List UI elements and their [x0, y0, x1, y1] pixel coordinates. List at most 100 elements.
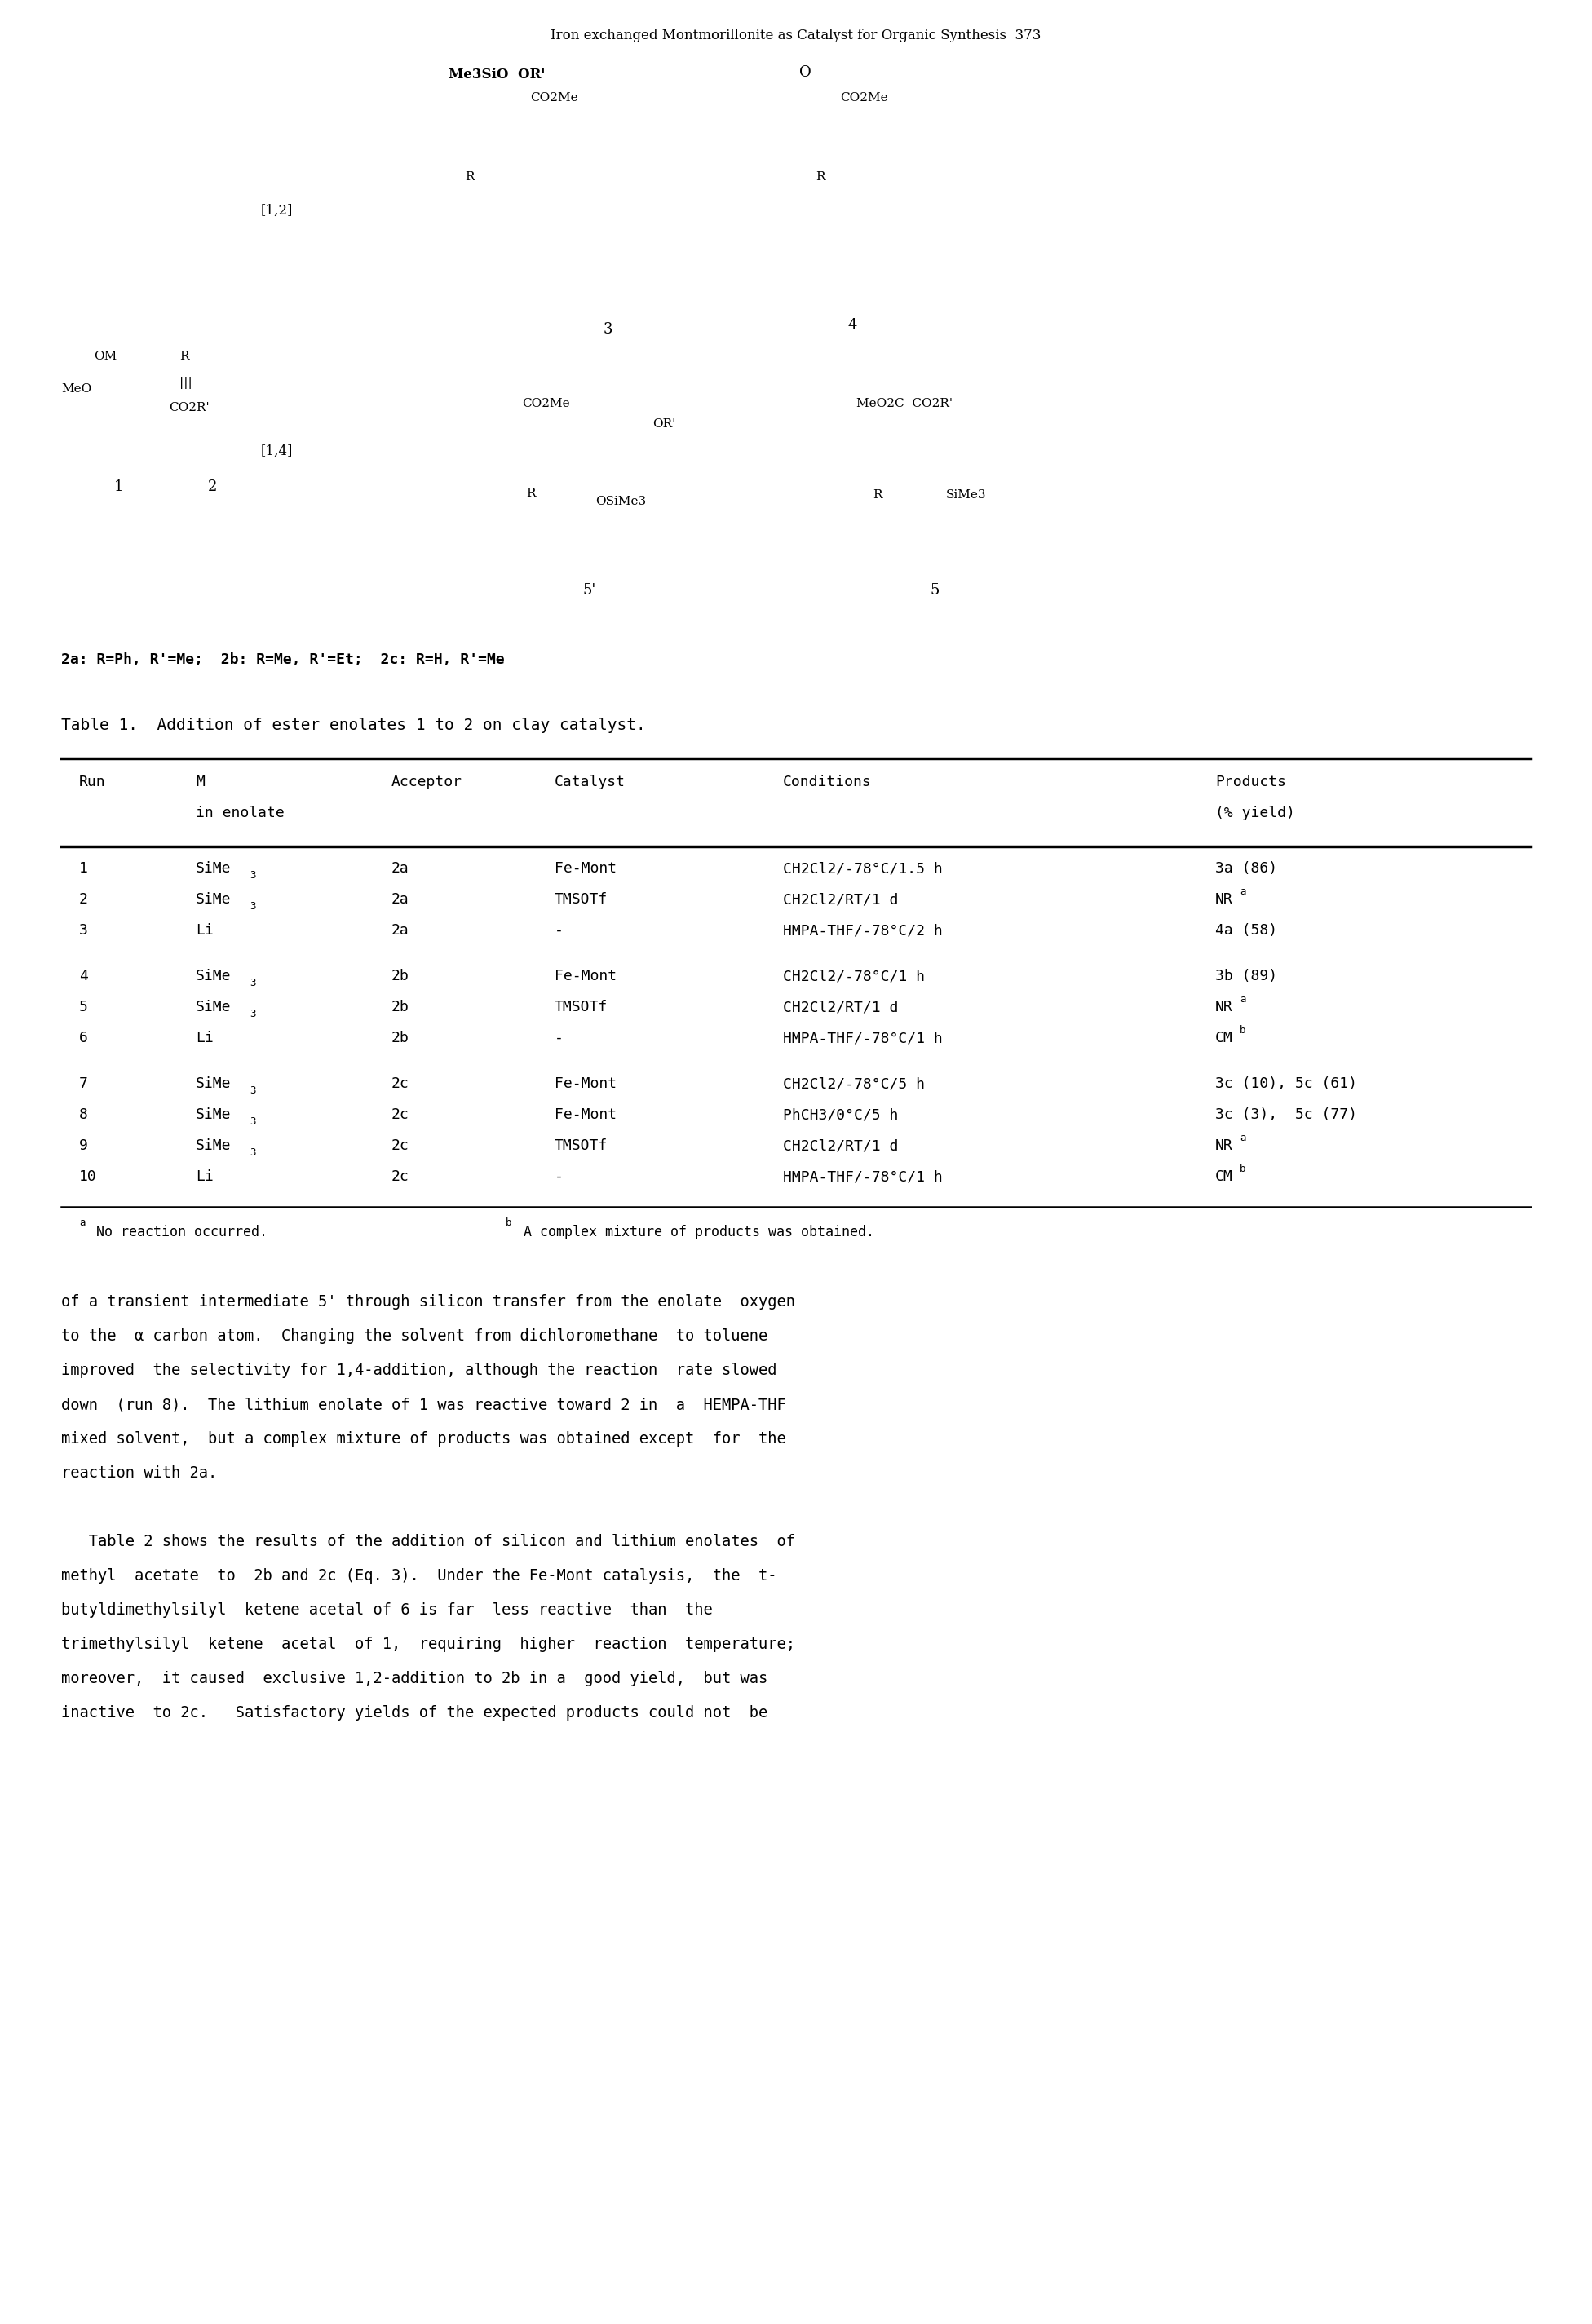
Text: Run: Run: [80, 774, 105, 790]
Text: a: a: [80, 1218, 86, 1227]
Text: 1: 1: [115, 479, 124, 495]
Text: O: O: [799, 65, 812, 79]
Text: a: a: [1240, 995, 1247, 1004]
Text: SiMe: SiMe: [196, 892, 231, 906]
Text: HMPA-THF/-78°C/1 h: HMPA-THF/-78°C/1 h: [783, 1169, 942, 1183]
Text: R: R: [180, 351, 189, 363]
Text: Products: Products: [1215, 774, 1286, 790]
Text: CM: CM: [1215, 1032, 1232, 1046]
Text: 6: 6: [80, 1032, 88, 1046]
Text: CO2Me: CO2Me: [522, 397, 570, 409]
Text: 3: 3: [250, 902, 256, 911]
Text: CO2Me: CO2Me: [530, 93, 578, 105]
Text: [1,4]: [1,4]: [261, 444, 293, 458]
Text: Fe-Mont: Fe-Mont: [554, 862, 616, 876]
Text: 2c: 2c: [392, 1169, 409, 1183]
Text: methyl  acetate  to  2b and 2c (Eq. 3).  Under the Fe-Mont catalysis,  the  t-: methyl acetate to 2b and 2c (Eq. 3). Und…: [60, 1569, 777, 1583]
Text: CH2Cl2/RT/1 d: CH2Cl2/RT/1 d: [783, 999, 898, 1013]
Text: Table 2 shows the results of the addition of silicon and lithium enolates  of: Table 2 shows the results of the additio…: [60, 1534, 794, 1550]
Text: b: b: [1240, 1164, 1247, 1174]
Text: 3: 3: [80, 923, 88, 939]
Text: OR': OR': [653, 418, 675, 430]
Text: SiMe: SiMe: [196, 1106, 231, 1122]
Text: 2c: 2c: [392, 1106, 409, 1122]
Text: Fe-Mont: Fe-Mont: [554, 969, 616, 983]
Text: to the  α carbon atom.  Changing the solvent from dichloromethane  to toluene: to the α carbon atom. Changing the solve…: [60, 1329, 767, 1343]
Text: NR: NR: [1215, 999, 1232, 1013]
Text: MeO: MeO: [60, 383, 92, 395]
Text: TMSOTf: TMSOTf: [554, 892, 608, 906]
Text: 10: 10: [80, 1169, 97, 1183]
Text: 5: 5: [930, 583, 939, 597]
Text: 2: 2: [209, 479, 217, 495]
Text: CH2Cl2/RT/1 d: CH2Cl2/RT/1 d: [783, 892, 898, 906]
Text: Fe-Mont: Fe-Mont: [554, 1106, 616, 1122]
Text: down  (run 8).  The lithium enolate of 1 was reactive toward 2 in  a  HEMPA-THF: down (run 8). The lithium enolate of 1 w…: [60, 1397, 786, 1413]
Text: butyldimethylsilyl  ketene acetal of 6 is far  less reactive  than  the: butyldimethylsilyl ketene acetal of 6 is…: [60, 1601, 713, 1618]
Text: CM: CM: [1215, 1169, 1232, 1183]
Text: CH2Cl2/-78°C/1.5 h: CH2Cl2/-78°C/1.5 h: [783, 862, 942, 876]
Text: -: -: [554, 1169, 564, 1183]
Text: 2a: 2a: [392, 862, 409, 876]
Text: R: R: [525, 488, 535, 500]
Text: SiMe: SiMe: [196, 862, 231, 876]
Text: MeO2C  CO2R': MeO2C CO2R': [856, 397, 952, 409]
Text: reaction with 2a.: reaction with 2a.: [60, 1466, 217, 1480]
Text: in enolate: in enolate: [196, 806, 285, 820]
Text: 2b: 2b: [392, 969, 409, 983]
Text: mixed solvent,  but a complex mixture of products was obtained except  for  the: mixed solvent, but a complex mixture of …: [60, 1432, 786, 1446]
Text: 2: 2: [80, 892, 88, 906]
Text: 4a (58): 4a (58): [1215, 923, 1277, 939]
Text: PhCH3/0°C/5 h: PhCH3/0°C/5 h: [783, 1106, 898, 1122]
Text: 4: 4: [849, 318, 858, 332]
Text: SiMe: SiMe: [196, 1076, 231, 1090]
Text: -: -: [554, 1032, 564, 1046]
Text: 3: 3: [250, 1116, 256, 1127]
Text: improved  the selectivity for 1,4-addition, although the reaction  rate slowed: improved the selectivity for 1,4-additio…: [60, 1362, 777, 1378]
Text: Catalyst: Catalyst: [554, 774, 626, 790]
Text: CO2R': CO2R': [169, 402, 209, 414]
Text: 2a: R=Ph, R'=Me;  2b: R=Me, R'=Et;  2c: R=H, R'=Me: 2a: R=Ph, R'=Me; 2b: R=Me, R'=Et; 2c: R=…: [60, 653, 505, 667]
Text: R: R: [872, 490, 882, 500]
Text: a: a: [1240, 1132, 1247, 1143]
Text: 2b: 2b: [392, 1032, 409, 1046]
Text: 5': 5': [583, 583, 597, 597]
Text: [1,2]: [1,2]: [261, 205, 293, 218]
Text: -: -: [554, 923, 564, 939]
Text: OSiMe3: OSiMe3: [595, 495, 646, 507]
Text: NR: NR: [1215, 1139, 1232, 1153]
Text: NR: NR: [1215, 892, 1232, 906]
Text: 2c: 2c: [392, 1139, 409, 1153]
Text: of a transient intermediate 5' through silicon transfer from the enolate  oxygen: of a transient intermediate 5' through s…: [60, 1294, 794, 1311]
Text: b: b: [1240, 1025, 1247, 1037]
Text: 9: 9: [80, 1139, 88, 1153]
Text: 2a: 2a: [392, 892, 409, 906]
Text: OM: OM: [94, 351, 116, 363]
Text: 7: 7: [80, 1076, 88, 1090]
Text: 3: 3: [250, 869, 256, 881]
Text: 2b: 2b: [392, 999, 409, 1013]
Text: Conditions: Conditions: [783, 774, 872, 790]
Text: CO2Me: CO2Me: [841, 93, 888, 105]
Text: TMSOTf: TMSOTf: [554, 1139, 608, 1153]
Text: Me3SiO  OR': Me3SiO OR': [449, 67, 544, 81]
Text: 3: 3: [603, 323, 613, 337]
Text: R: R: [465, 172, 474, 184]
Text: Li: Li: [196, 1169, 213, 1183]
Text: |||: |||: [180, 376, 193, 388]
Text: inactive  to 2c.   Satisfactory yields of the expected products could not  be: inactive to 2c. Satisfactory yields of t…: [60, 1706, 767, 1720]
Text: CH2Cl2/RT/1 d: CH2Cl2/RT/1 d: [783, 1139, 898, 1153]
Text: 3c (10), 5c (61): 3c (10), 5c (61): [1215, 1076, 1356, 1090]
Text: trimethylsilyl  ketene  acetal  of 1,  requiring  higher  reaction  temperature;: trimethylsilyl ketene acetal of 1, requi…: [60, 1636, 794, 1652]
Text: TMSOTf: TMSOTf: [554, 999, 608, 1013]
Text: Li: Li: [196, 1032, 213, 1046]
Text: R: R: [815, 172, 825, 184]
Text: Iron exchanged Montmorillonite as Catalyst for Organic Synthesis  373: Iron exchanged Montmorillonite as Cataly…: [551, 28, 1041, 42]
Text: A complex mixture of products was obtained.: A complex mixture of products was obtain…: [516, 1225, 874, 1239]
Text: M: M: [196, 774, 205, 790]
Text: 3b (89): 3b (89): [1215, 969, 1277, 983]
Text: SiMe: SiMe: [196, 1139, 231, 1153]
Text: HMPA-THF/-78°C/2 h: HMPA-THF/-78°C/2 h: [783, 923, 942, 939]
Text: 3: 3: [250, 1009, 256, 1020]
Text: b: b: [506, 1218, 511, 1227]
